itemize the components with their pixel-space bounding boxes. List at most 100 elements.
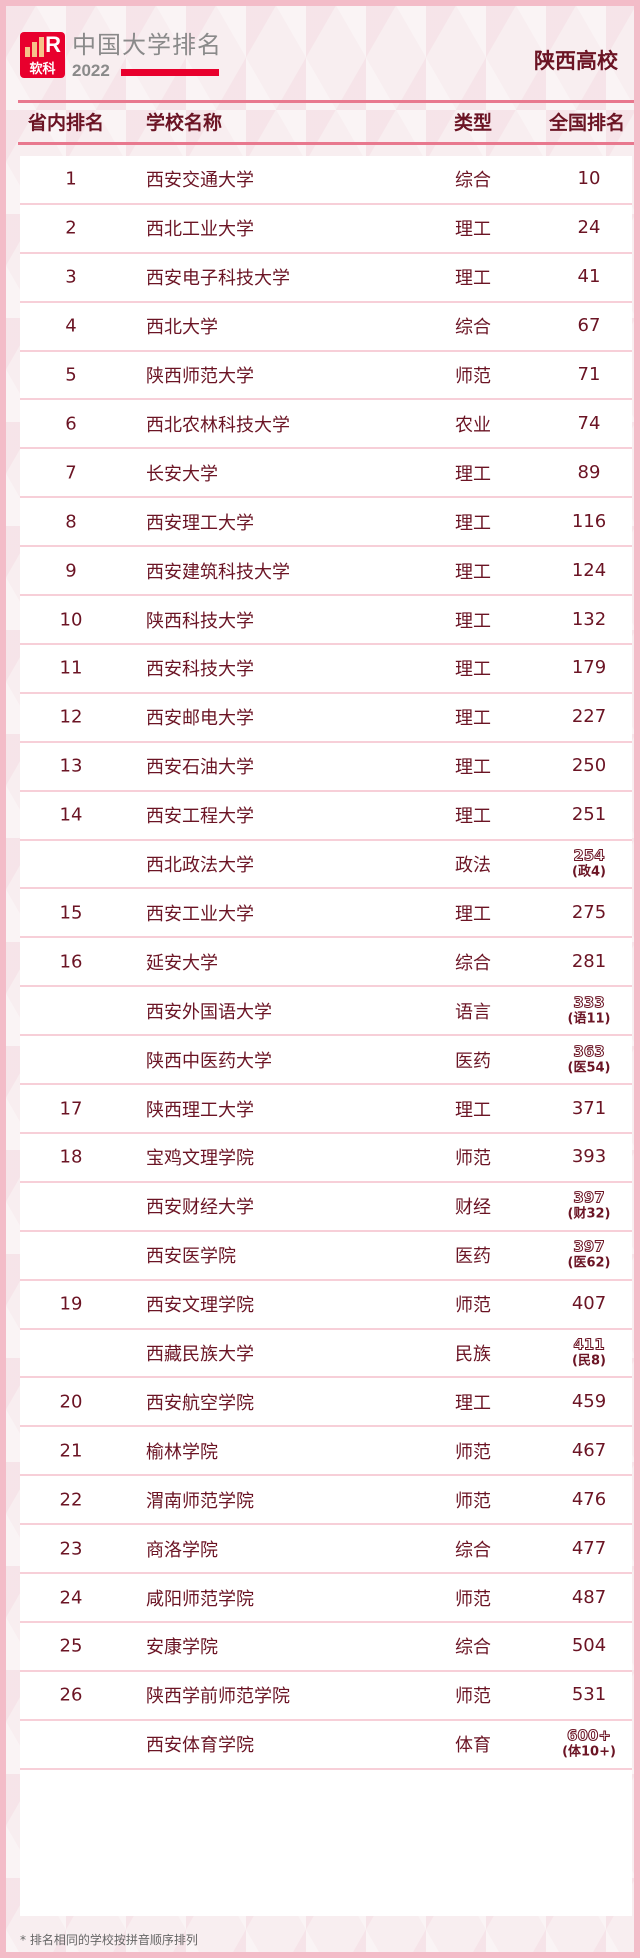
national-rank: 275	[571, 902, 607, 924]
footnote: * 排名相同的学校按拼音顺序排列	[20, 1933, 198, 1947]
province-rank: 25	[59, 1635, 83, 1657]
school-type: 语言	[455, 1001, 491, 1023]
school-name: 安康学院	[146, 1637, 218, 1659]
region-title: 陕西高校	[534, 49, 618, 73]
table-row: 9 西安建筑科技大学 理工 124	[20, 547, 632, 597]
national-rank-value: 333	[573, 993, 605, 1012]
table-row: 22 渭南师范学院 师范 476	[20, 1476, 632, 1526]
school-type: 理工	[455, 1392, 491, 1414]
header-divider-top	[18, 100, 634, 103]
province-rank: 17	[59, 1098, 83, 1120]
national-rank: 397 (医62)	[544, 1238, 634, 1272]
category-rank: (语11)	[567, 1011, 611, 1027]
school-name: 西安工业大学	[146, 903, 254, 925]
school-name: 渭南师范学院	[146, 1490, 254, 1512]
table-row: 16 延安大学 综合 281	[20, 938, 632, 988]
province-rank: 10	[59, 609, 83, 631]
school-type: 财经	[455, 1197, 491, 1219]
col-type: 类型	[454, 112, 493, 134]
table-row: 23 商洛学院 综合 477	[20, 1525, 632, 1575]
table-row: 陕西中医药大学 医药 363 (医54)	[20, 1036, 632, 1086]
school-name: 西北政法大学	[146, 855, 254, 877]
table-row: 2 西北工业大学 理工 24	[20, 205, 632, 254]
school-type: 体育	[455, 1735, 491, 1757]
category-rank: (医54)	[567, 1060, 611, 1076]
province-rank: 20	[59, 1391, 83, 1413]
province-rank: 3	[65, 266, 77, 288]
school-name: 陕西师范大学	[146, 366, 254, 388]
province-rank: 21	[59, 1440, 83, 1462]
table-header: 省内排名 学校名称 类型 全国排名	[6, 102, 640, 144]
province-rank: 5	[65, 364, 77, 386]
province-rank: 12	[59, 706, 83, 728]
school-name: 西安邮电大学	[146, 708, 254, 730]
school-name: 西安医学院	[146, 1246, 236, 1268]
logo-bars-icon	[25, 37, 44, 57]
province-rank: 6	[65, 413, 77, 435]
national-rank: 67	[577, 315, 601, 337]
school-name: 延安大学	[146, 952, 218, 974]
province-rank: 4	[65, 315, 77, 337]
national-rank: 371	[571, 1097, 607, 1119]
national-rank: 459	[571, 1391, 607, 1413]
school-type: 综合	[455, 1539, 491, 1561]
col-national-rank: 全国排名	[549, 112, 626, 134]
school-name: 榆林学院	[146, 1441, 218, 1463]
school-type: 理工	[455, 268, 491, 290]
national-rank: 41	[577, 266, 601, 288]
school-type: 理工	[455, 708, 491, 730]
province-rank: 8	[65, 511, 77, 533]
school-name: 西安财经大学	[146, 1197, 254, 1219]
school-name: 陕西学前师范学院	[146, 1686, 290, 1708]
logo-r-icon: R	[45, 32, 61, 57]
national-rank: 397 (财32)	[544, 1189, 634, 1223]
national-rank: 600+ (体10+)	[544, 1727, 634, 1761]
school-name: 西安文理学院	[146, 1295, 254, 1317]
table-row: 5 陕西师范大学 师范 71	[20, 352, 632, 401]
table-row: 1 西安交通大学 综合 10	[20, 156, 632, 205]
national-rank: 476	[571, 1488, 607, 1510]
school-type: 师范	[455, 1686, 491, 1708]
national-rank: 124	[571, 559, 607, 581]
school-name: 宝鸡文理学院	[146, 1148, 254, 1170]
table-row: 19 西安文理学院 师范 407	[20, 1281, 632, 1330]
school-type: 理工	[455, 561, 491, 583]
school-name: 西安建筑科技大学	[146, 561, 290, 583]
table-row: 10 陕西科技大学 理工 132	[20, 596, 632, 645]
school-name: 咸阳师范学院	[146, 1588, 254, 1610]
table-row: 15 西安工业大学 理工 275	[20, 890, 632, 939]
school-type: 理工	[455, 659, 491, 681]
table-row: 11 西安科技大学 理工 179	[20, 645, 632, 694]
school-type: 师范	[455, 1148, 491, 1170]
brand-year: 2022	[72, 61, 110, 80]
col-school: 学校名称	[146, 112, 223, 134]
national-rank: 71	[577, 364, 601, 386]
table-row: 4 西北大学 综合 67	[20, 303, 632, 352]
category-rank: (政4)	[572, 864, 606, 880]
national-rank: 24	[577, 217, 601, 239]
national-rank: 467	[571, 1439, 607, 1461]
school-type: 民族	[455, 1344, 491, 1366]
school-type: 师范	[455, 1295, 491, 1317]
table-row: 24 咸阳师范学院 师范 487	[20, 1574, 632, 1623]
province-rank: 15	[59, 902, 83, 924]
national-rank: 254 (政4)	[544, 847, 634, 881]
school-type: 理工	[455, 512, 491, 534]
school-name: 陕西理工大学	[146, 1099, 254, 1121]
province-rank: 1	[65, 168, 77, 190]
province-rank: 14	[59, 804, 83, 826]
national-rank: 487	[571, 1586, 607, 1608]
table-row: 17 陕西理工大学 理工 371	[20, 1085, 632, 1134]
national-rank: 504	[571, 1635, 607, 1657]
province-rank: 23	[59, 1538, 83, 1560]
school-name: 西安工程大学	[146, 806, 254, 828]
national-rank: 407	[571, 1293, 607, 1315]
table-row: 14 西安工程大学 理工 251	[20, 792, 632, 841]
school-name: 西安科技大学	[146, 659, 254, 681]
national-rank: 132	[571, 608, 607, 630]
province-rank: 16	[59, 951, 83, 973]
national-rank-value: 363	[573, 1042, 605, 1061]
table-row: 西安外国语大学 语言 333 (语11)	[20, 987, 632, 1037]
province-rank: 11	[59, 657, 83, 679]
brand-title: 中国大学排名	[72, 31, 222, 59]
